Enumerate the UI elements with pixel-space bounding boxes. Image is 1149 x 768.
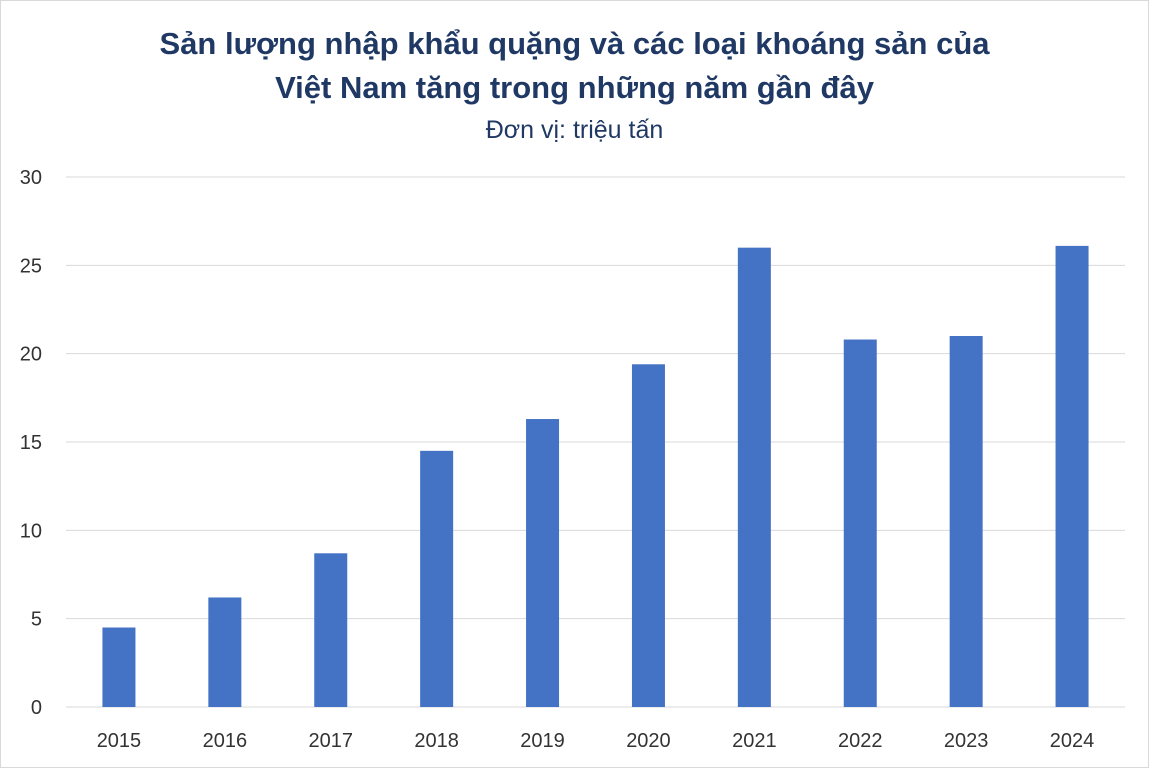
y-tick-label: 30 [20, 167, 42, 189]
y-tick-label: 0 [31, 697, 42, 719]
bar-2024 [1055, 245, 1089, 707]
bar-2017 [314, 553, 348, 707]
y-tick-label: 20 [20, 344, 42, 366]
y-tick-label: 25 [20, 255, 42, 277]
chart-title-line-2: Việt Nam tăng trong những năm gần đây [275, 70, 874, 105]
bar-2019 [526, 419, 560, 707]
bar-2023 [949, 336, 983, 707]
chart-title-block: Sản lượng nhập khẩu quặng và các loại kh… [0, 22, 1149, 148]
y-tick-label: 10 [20, 520, 42, 542]
y-tick-label: 5 [31, 609, 42, 631]
bar-2022 [843, 339, 877, 707]
chart-title-line-1: Sản lượng nhập khẩu quặng và các loại kh… [159, 26, 990, 61]
gridlines [66, 176, 1125, 708]
bar-2015 [102, 627, 136, 707]
x-tick-label: 2019 [520, 730, 565, 752]
x-tick-label: 2017 [309, 730, 354, 752]
x-tick-label: 2016 [203, 730, 248, 752]
bar-2016 [208, 597, 242, 707]
bar-2018 [420, 450, 454, 707]
x-tick-label: 2021 [732, 730, 777, 752]
y-tick-label: 15 [20, 432, 42, 454]
x-tick-label: 2024 [1050, 730, 1095, 752]
bar-2020 [631, 364, 665, 707]
bar-2021 [737, 247, 771, 707]
bars [102, 245, 1089, 707]
x-tick-label: 2020 [626, 730, 671, 752]
x-axis-ticks: 2015 2016 2017 2018 2019 2020 2021 2022 2023 2024 [97, 730, 1095, 752]
x-tick-label: 2023 [944, 730, 989, 752]
x-tick-label: 2022 [838, 730, 883, 752]
y-axis-ticks: 0 5 10 15 20 25 30 [20, 167, 42, 719]
x-tick-label: 2018 [414, 730, 459, 752]
x-tick-label: 2015 [97, 730, 142, 752]
chart-subtitle: Đơn vị: triệu tấn [485, 116, 664, 144]
